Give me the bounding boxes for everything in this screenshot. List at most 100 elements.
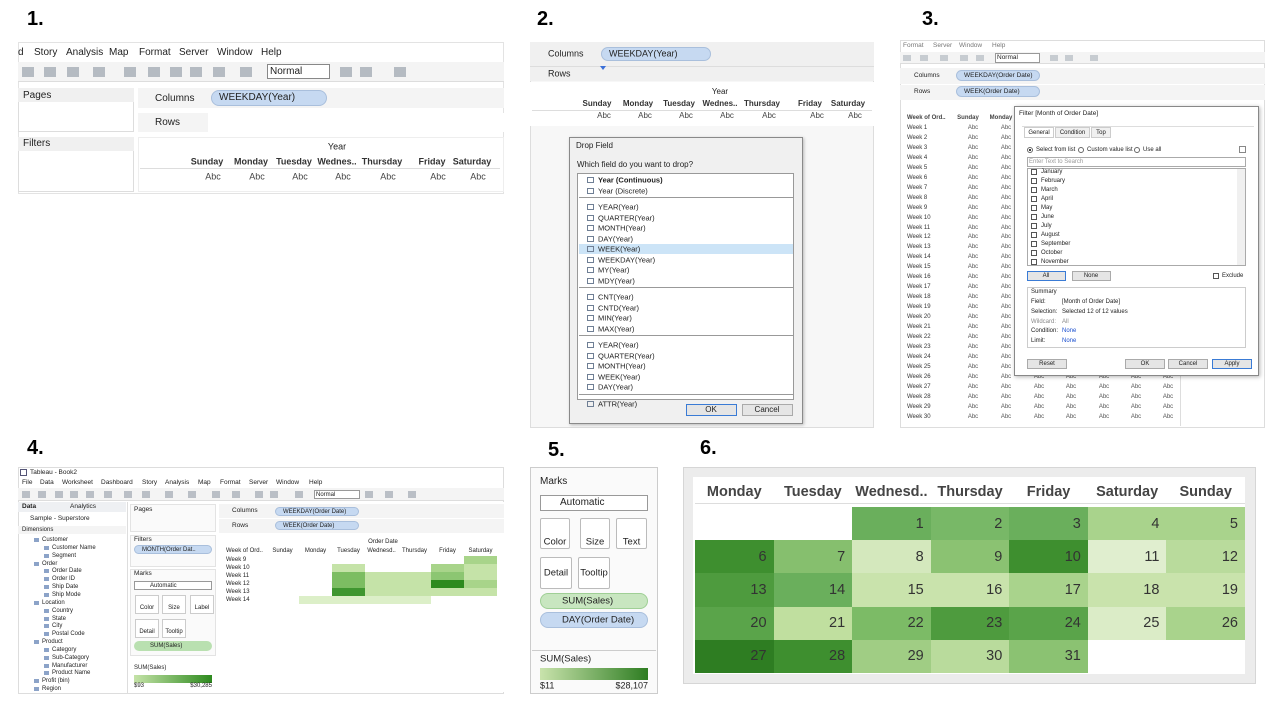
- tab[interactable]: [1024, 127, 1054, 138]
- month-option[interactable]: January: [1041, 169, 1063, 175]
- field-option[interactable]: WEEK(Year): [598, 371, 641, 381]
- menu-item[interactable]: Help: [992, 41, 1006, 49]
- all-button[interactable]: [1027, 271, 1066, 281]
- dialog-button[interactable]: [1168, 359, 1208, 369]
- pill[interactable]: [275, 507, 359, 516]
- field-name[interactable]: Customer Name: [52, 544, 96, 551]
- cancel-button[interactable]: [742, 404, 793, 416]
- radio-label[interactable]: Custom value list: [1087, 147, 1133, 153]
- pill[interactable]: [601, 47, 711, 61]
- field-option[interactable]: Year (Continuous): [598, 175, 663, 185]
- checkbox[interactable]: [1031, 213, 1037, 220]
- field-option[interactable]: WEEKDAY(Year): [598, 254, 656, 264]
- menu-item[interactable]: File: [22, 478, 33, 486]
- tab-text[interactable]: Condition: [1059, 130, 1086, 136]
- toolbar-icon[interactable]: [212, 491, 220, 498]
- field-option[interactable]: YEAR(Year): [598, 340, 639, 350]
- toolbar-icon[interactable]: [240, 67, 252, 77]
- field-option[interactable]: QUARTER(Year): [598, 350, 655, 360]
- menu-item[interactable]: Server: [249, 478, 269, 486]
- mark-button-text[interactable]: Tooltip: [580, 567, 608, 579]
- field-option[interactable]: CNTD(Year): [598, 302, 639, 312]
- menu-item[interactable]: Story: [34, 47, 58, 58]
- field-name[interactable]: Region: [42, 686, 62, 693]
- checkbox[interactable]: [1031, 195, 1037, 202]
- field-option[interactable]: CNT(Year): [598, 292, 634, 302]
- menu-item[interactable]: Analysis: [66, 47, 104, 58]
- mark-button[interactable]: [616, 518, 647, 549]
- button-text[interactable]: Apply: [1224, 361, 1240, 367]
- pill-text[interactable]: WEEKDAY(Order Date): [964, 71, 1033, 79]
- view-select[interactable]: [267, 64, 330, 79]
- field-name[interactable]: City: [52, 623, 63, 630]
- radio[interactable]: [1027, 147, 1033, 153]
- menu-item[interactable]: Dashboard: [101, 478, 133, 486]
- toolbar-icon[interactable]: [340, 67, 352, 77]
- field-option[interactable]: DAY(Year): [598, 233, 634, 243]
- checkbox[interactable]: [1031, 231, 1037, 238]
- menu-item[interactable]: Window: [217, 47, 253, 58]
- pill-text[interactable]: WEEKDAY(Year): [609, 48, 678, 59]
- toolbar-icon[interactable]: [22, 67, 34, 77]
- mark-button-text[interactable]: Text: [622, 536, 641, 548]
- mark-button[interactable]: [190, 595, 214, 614]
- month-option[interactable]: July: [1041, 222, 1052, 229]
- mark-button-text[interactable]: Color: [543, 536, 567, 548]
- toolbar-icon[interactable]: [360, 67, 372, 77]
- tab-text[interactable]: Data: [22, 502, 37, 510]
- toolbar-icon[interactable]: [213, 67, 225, 77]
- pill-text[interactable]: WEEK(Order Date): [283, 522, 335, 529]
- dialog-button[interactable]: [1027, 359, 1067, 369]
- pill-text[interactable]: WEEK(Order Date): [964, 87, 1020, 95]
- button-text[interactable]: All: [1042, 273, 1050, 279]
- field-option[interactable]: MIN(Year): [598, 313, 632, 323]
- menu-item[interactable]: Help: [309, 478, 323, 486]
- pill-text[interactable]: MONTH(Order Dat..: [142, 546, 196, 553]
- radio[interactable]: [1134, 147, 1140, 153]
- pill[interactable]: [134, 641, 212, 651]
- close-button[interactable]: [787, 141, 797, 151]
- pill[interactable]: [275, 521, 359, 530]
- tab[interactable]: [1091, 127, 1111, 138]
- menu-item[interactable]: Data: [40, 478, 54, 486]
- tab[interactable]: [1055, 127, 1090, 138]
- month-option[interactable]: March: [1041, 186, 1058, 193]
- toolbar-icon[interactable]: [295, 491, 303, 498]
- toolbar-icon[interactable]: [903, 55, 911, 61]
- toolbar-icon[interactable]: [255, 491, 263, 498]
- mark-button[interactable]: [162, 595, 186, 614]
- field-name[interactable]: Order ID: [52, 576, 76, 583]
- pill[interactable]: [956, 86, 1040, 97]
- checkbox[interactable]: [1031, 258, 1037, 265]
- toolbar-icon[interactable]: [385, 491, 393, 498]
- toolbar-icon[interactable]: [165, 491, 173, 498]
- month-option[interactable]: August: [1041, 231, 1060, 238]
- toolbar-icon[interactable]: [1090, 55, 1098, 61]
- field-option[interactable]: MONTH(Year): [598, 223, 646, 233]
- month-option[interactable]: September: [1041, 240, 1071, 247]
- pill-text[interactable]: WEEKDAY(Order Date): [283, 508, 347, 515]
- mark-button[interactable]: [580, 518, 610, 549]
- field-option[interactable]: MY(Year): [598, 265, 630, 275]
- toolbar-icon[interactable]: [232, 491, 240, 498]
- toolbar-icon[interactable]: [70, 491, 78, 498]
- mark-button[interactable]: [540, 557, 572, 589]
- field-name[interactable]: Ship Date: [52, 584, 79, 591]
- menu-item[interactable]: Window: [959, 41, 983, 49]
- field-option[interactable]: MDY(Year): [598, 275, 635, 285]
- menu-item[interactable]: Map: [109, 47, 129, 58]
- field-name[interactable]: Product: [42, 639, 63, 646]
- field-option[interactable]: DAY(Year): [598, 382, 634, 392]
- tab-text[interactable]: Top: [1096, 130, 1106, 136]
- tab-text[interactable]: Analytics: [70, 502, 97, 510]
- mark-button-text[interactable]: Tooltip: [165, 629, 183, 635]
- mark-button[interactable]: [540, 518, 570, 549]
- mark-type-text[interactable]: Automatic: [560, 497, 605, 508]
- field-name[interactable]: Ship Mode: [52, 591, 81, 598]
- mark-button[interactable]: [135, 595, 159, 614]
- pill[interactable]: [540, 612, 648, 628]
- mark-type-select[interactable]: [540, 495, 648, 511]
- button-text[interactable]: Reset: [1039, 361, 1055, 367]
- toolbar-icon[interactable]: [55, 491, 63, 498]
- search-box[interactable]: [1027, 157, 1246, 167]
